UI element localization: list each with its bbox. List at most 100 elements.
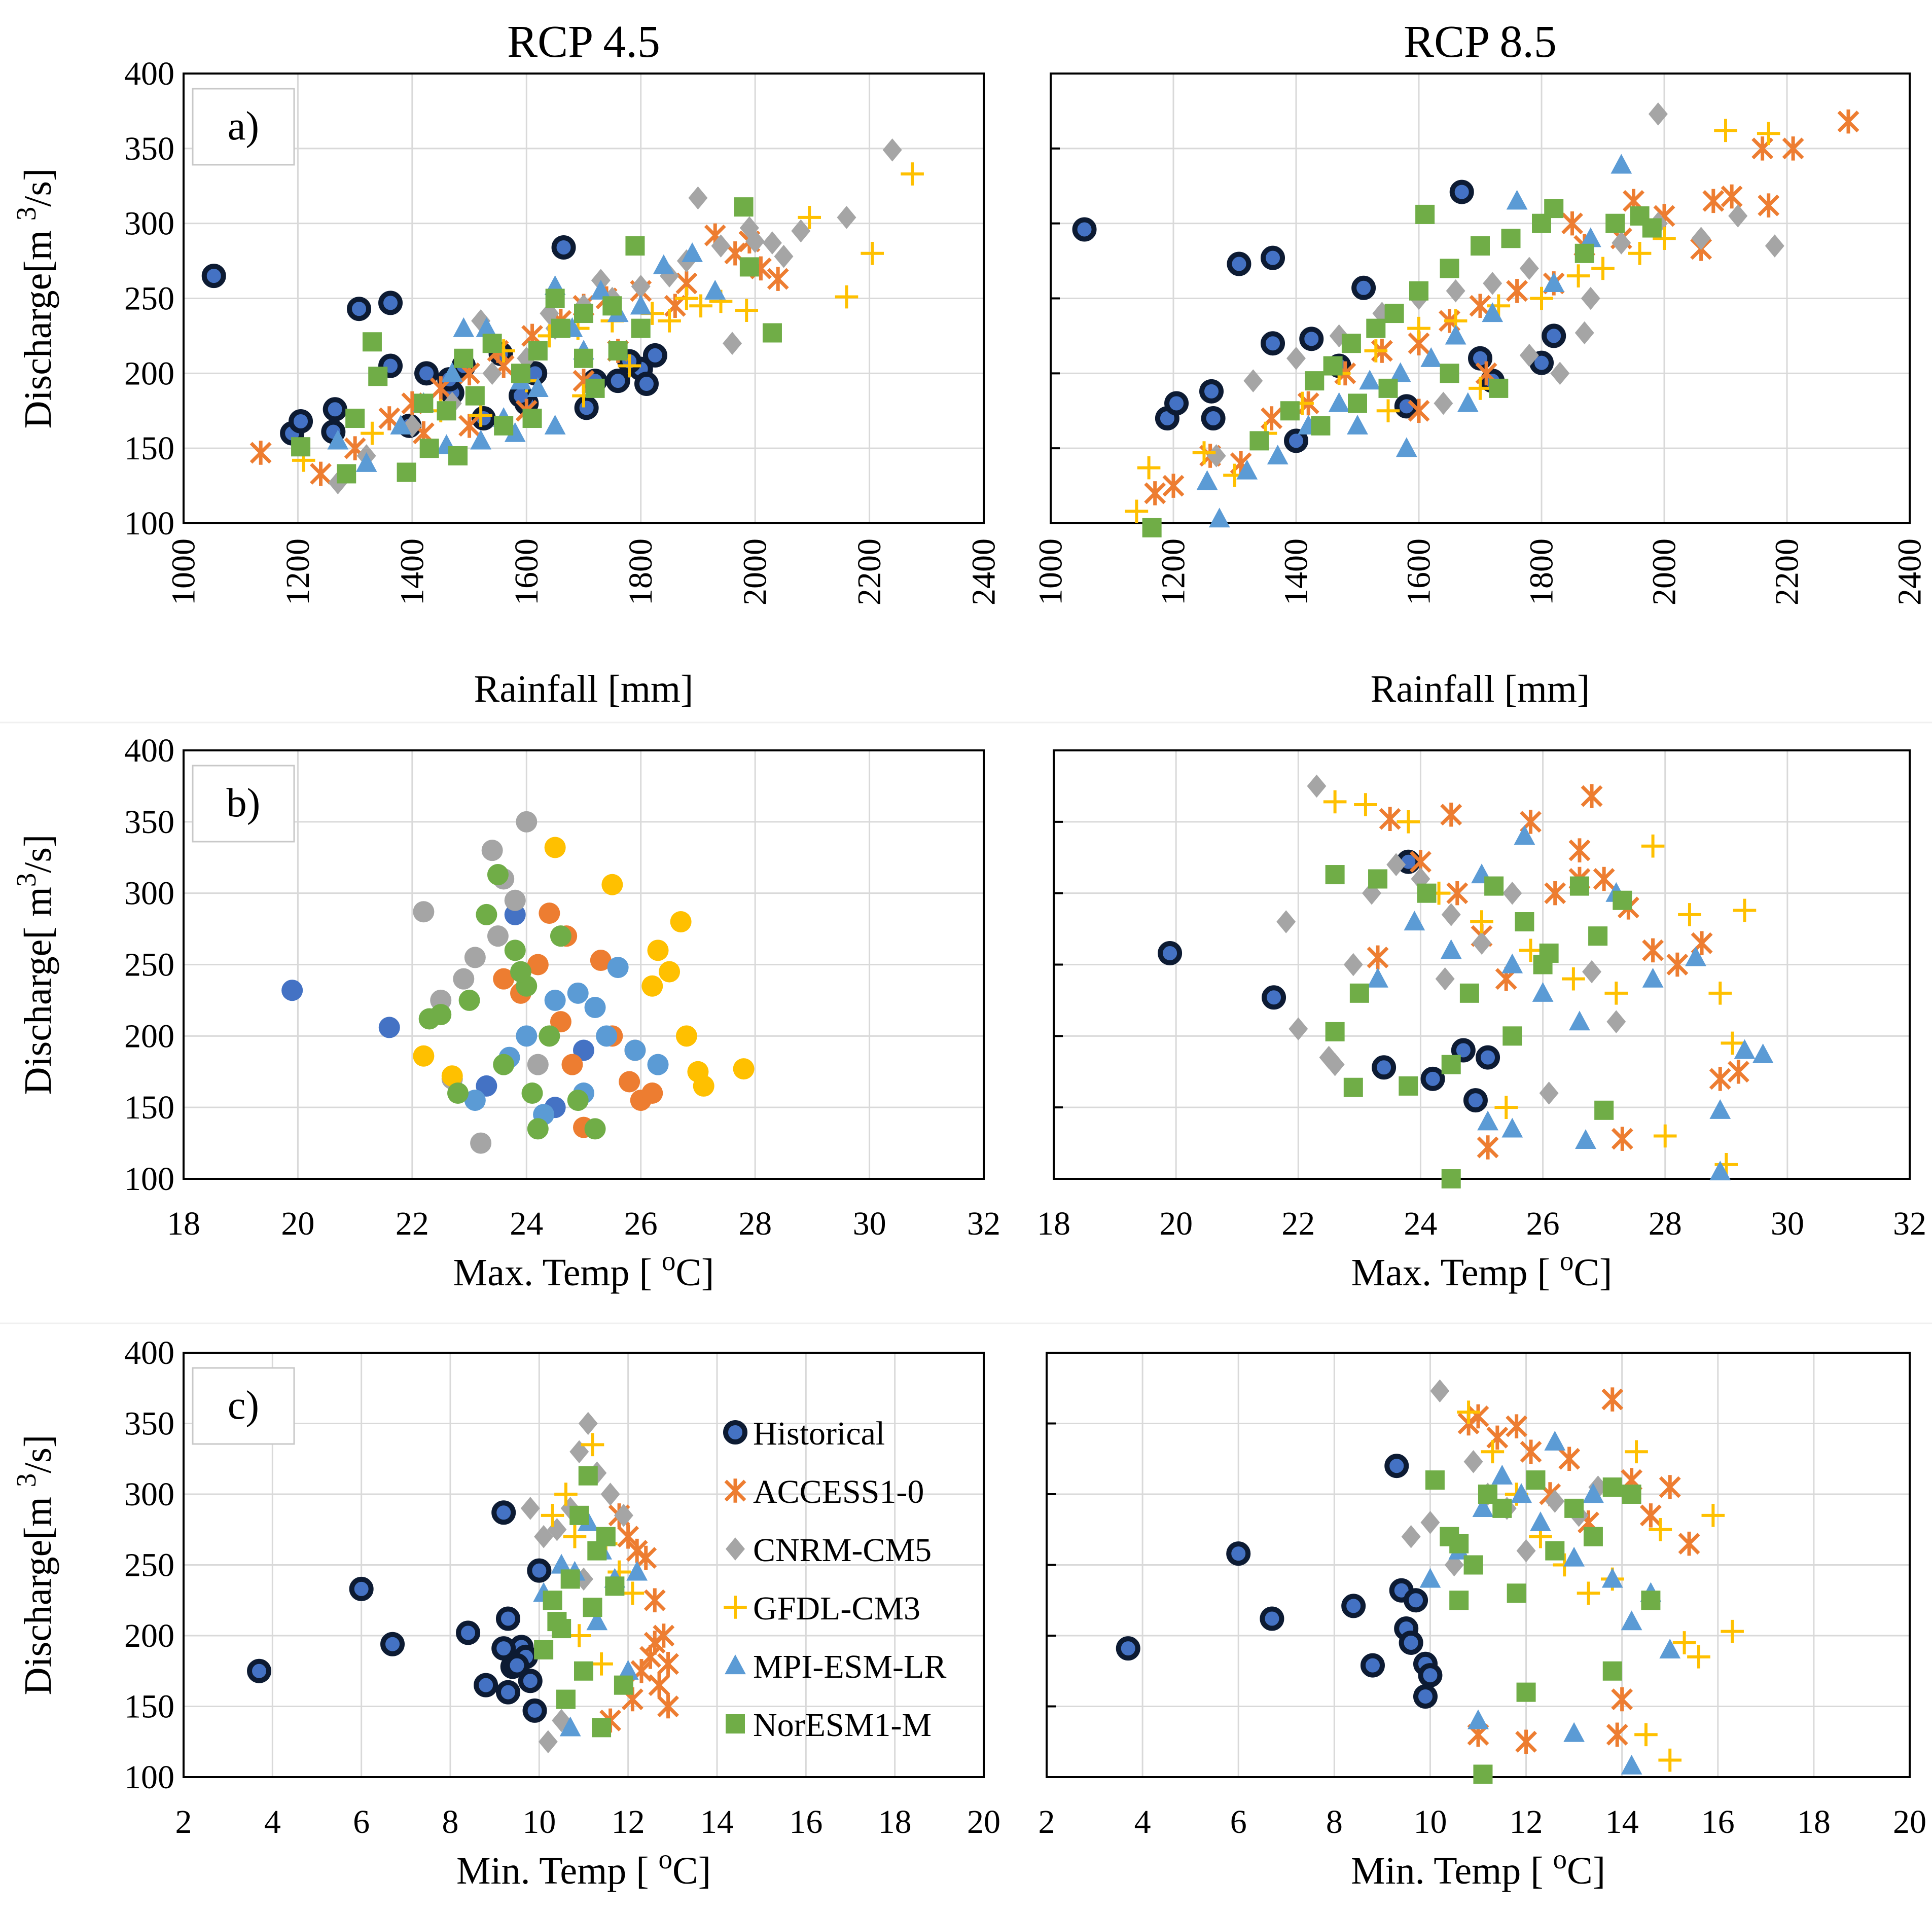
data-point <box>745 230 765 253</box>
data-point <box>1588 1475 1608 1499</box>
data-point <box>510 961 532 983</box>
data-point <box>1449 1591 1469 1610</box>
data-point <box>630 295 652 315</box>
data-point <box>835 285 858 309</box>
data-point <box>1325 1022 1345 1041</box>
data-point <box>1544 1430 1566 1451</box>
x-axis-title: Min. Temp [ oC] <box>1351 1844 1605 1893</box>
data-point <box>1360 1653 1385 1678</box>
x-tick-label: 1800 <box>1523 538 1560 605</box>
data-point <box>441 362 463 382</box>
data-point <box>1837 109 1859 134</box>
data-point <box>493 1054 515 1075</box>
series-noresm1-m <box>534 1466 633 1738</box>
x-tick-label: 24 <box>510 1205 543 1242</box>
data-point <box>1072 217 1097 242</box>
x-tick-label: 2 <box>175 1803 192 1840</box>
data-point <box>574 304 593 323</box>
legend-label: MPI-ESM-LR <box>753 1648 946 1685</box>
legend-marker <box>726 1714 745 1734</box>
data-point <box>1489 378 1509 398</box>
data-point <box>1323 790 1347 814</box>
y-tick-label: 350 <box>124 804 174 841</box>
data-point <box>1581 286 1600 310</box>
data-point <box>1492 1498 1512 1518</box>
data-point <box>1208 508 1230 528</box>
data-point <box>1417 883 1437 903</box>
data-point <box>1519 938 1543 962</box>
x-tick-label: 1800 <box>622 538 659 605</box>
data-point <box>1276 910 1296 933</box>
x-tick-label: 12 <box>1510 1803 1543 1840</box>
data-point <box>474 1673 498 1698</box>
data-point <box>1543 272 1565 293</box>
chart-title: RCP 8.5 <box>1404 17 1557 67</box>
data-point <box>1399 1076 1418 1096</box>
data-point <box>1642 967 1664 988</box>
data-point <box>1449 1534 1469 1554</box>
data-point <box>1457 1400 1480 1424</box>
legend-label: CNRM-CM5 <box>753 1532 932 1569</box>
data-point <box>454 348 474 368</box>
data-point <box>1491 1464 1513 1485</box>
data-point <box>641 975 663 997</box>
data-point <box>1588 926 1608 946</box>
data-point <box>1501 229 1521 248</box>
x-tick-label: 20 <box>967 1803 1000 1840</box>
data-point <box>291 437 311 457</box>
data-point <box>539 1025 560 1047</box>
x-tick-label: 2 <box>1039 1803 1055 1840</box>
x-tick-label: 2400 <box>1891 538 1928 605</box>
x-tick-label: 32 <box>1893 1205 1926 1242</box>
data-point <box>621 1581 645 1605</box>
legend-marker <box>726 1537 745 1561</box>
data-point <box>390 414 412 435</box>
data-point <box>1649 1518 1672 1541</box>
x-tick-label: 2000 <box>1646 538 1683 605</box>
data-point <box>414 393 434 413</box>
data-point <box>1721 1619 1744 1643</box>
data-point <box>1470 910 1493 933</box>
data-point <box>1434 391 1453 415</box>
data-point <box>368 367 388 386</box>
data-point <box>1226 1541 1251 1566</box>
data-point <box>481 840 503 861</box>
data-point <box>767 267 789 291</box>
data-point <box>1580 227 1601 247</box>
legend-label: GFDL-CM3 <box>753 1590 920 1627</box>
series-noresm1-m <box>1142 199 1662 537</box>
data-point <box>327 429 349 450</box>
series-historical <box>1158 849 1500 1113</box>
data-point <box>1441 1055 1461 1074</box>
data-point <box>1404 1588 1428 1613</box>
data-point <box>470 429 492 450</box>
data-point <box>1709 1099 1731 1119</box>
data-point <box>534 1525 554 1548</box>
chart-c_rcp45: 2 4 6 8 10 12 14 16 18 20 100 150 200 250 300 350 400 Min… <box>11 1334 1001 1892</box>
panel-label-box <box>192 88 295 166</box>
data-point <box>1457 392 1479 412</box>
data-point <box>600 1483 620 1506</box>
data-point <box>456 1620 481 1645</box>
series-access1-0 <box>1144 109 1859 505</box>
x-axis-title: Rainfall [mm] <box>474 668 694 710</box>
data-point <box>1418 1663 1443 1688</box>
data-point <box>1558 1447 1581 1471</box>
series-historical <box>281 904 594 1118</box>
y-tick-label: 350 <box>124 1405 174 1442</box>
x-axis-title: Max. Temp [ oC] <box>1351 1245 1613 1294</box>
series-gfdl-cm3 <box>1125 119 1780 523</box>
data-point <box>1440 364 1459 383</box>
series-access1-0 <box>1367 784 1749 1160</box>
data-point <box>1343 1077 1363 1097</box>
data-point <box>1397 810 1420 834</box>
data-point <box>657 1694 679 1719</box>
data-point <box>573 1039 594 1061</box>
data-point <box>1653 1124 1677 1148</box>
data-point <box>1420 1511 1440 1534</box>
data-point <box>635 1545 657 1570</box>
data-point <box>642 343 667 368</box>
data-point <box>1348 393 1367 413</box>
series-gfdl-cm3 <box>1457 1400 1744 1772</box>
data-point <box>1441 903 1461 926</box>
